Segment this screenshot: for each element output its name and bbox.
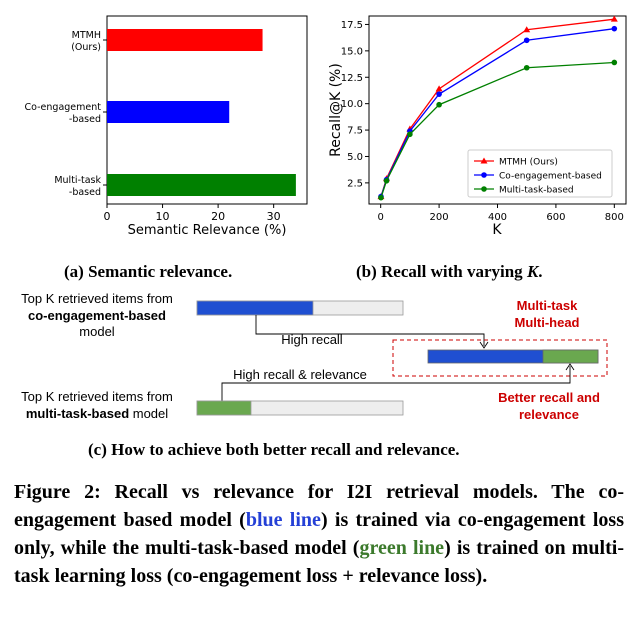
line-x-tick-label: 600 [546, 212, 565, 223]
bottom-label-line1: Top K retrieved items from [21, 389, 173, 404]
recall-relevance-diagram: Top K retrieved items from co-engagement… [21, 291, 608, 422]
data-point [435, 85, 443, 92]
line-x-axis-label: K [492, 222, 502, 238]
data-point [383, 177, 390, 184]
legend-marker [480, 157, 488, 164]
line-y-tick-label: 5.0 [347, 152, 363, 163]
legend-marker [481, 172, 487, 178]
better-label-line2: relevance [519, 407, 579, 422]
line-x-tick-label: 400 [488, 212, 507, 223]
data-point [523, 64, 530, 71]
co-engagement-recall-segment [196, 300, 314, 316]
top-label-line1: Top K retrieved items from [21, 291, 173, 306]
line-y-tick-label: 7.5 [347, 126, 363, 137]
bar-x-axis-label: Semantic Relevance (%) [128, 223, 287, 238]
data-point [523, 26, 531, 33]
data-point [611, 59, 618, 66]
subcaption-a: (a) Semantic relevance. [64, 262, 233, 281]
bottom-label-line2: multi-task-based model [26, 406, 168, 421]
data-point [523, 37, 530, 44]
mtmh-label-line2: Multi-head [515, 315, 580, 330]
legend-label: Multi-task-based [499, 186, 574, 196]
bar-category-label: MTMH (Ours) [71, 30, 101, 53]
mtmh-dashed-box [392, 339, 608, 377]
line-chart: 0 200 400 600 800 2.5 5.0 7.5 10.0 12.5 15.0 17.5 K… [328, 15, 627, 238]
data-point [610, 15, 618, 22]
top-label-line3: model [79, 324, 115, 339]
bar-category-label: Multi-task -based [54, 175, 101, 198]
data-point [436, 101, 442, 108]
bar-x-tick-label: 30 [267, 210, 281, 223]
line-x-tick-label: 200 [430, 212, 449, 223]
subcaption-b: (b) Recall with varying K. [356, 262, 543, 281]
legend-label: MTMH (Ours) [499, 158, 558, 168]
multi-task-relevance-segment [196, 400, 252, 416]
bar-x-tick-label: 10 [156, 210, 170, 223]
mtmh-relevance-segment [542, 349, 599, 364]
bar-chart: 0 10 20 30 MTMH (Ours) Co-engagement -based Mul… [25, 15, 308, 238]
data-point [611, 25, 618, 32]
data-point [407, 131, 413, 138]
legend-label: Co-engagement-based [499, 172, 602, 182]
mtmh-label-line1: Multi-task [517, 298, 578, 313]
figure-caption: Figure 2: Recall vs relevance for I2I re… [14, 481, 625, 587]
caption-green-line: green line [359, 537, 445, 559]
bar-x-tick-label: 0 [104, 210, 111, 223]
line-y-tick-label: 10.0 [341, 99, 363, 110]
bar [107, 29, 263, 51]
bar-category-label: Co-engagement -based [25, 102, 102, 125]
data-point [378, 194, 384, 201]
line-x-tick-label: 0 [377, 212, 383, 223]
high-recall-relevance-arrow [221, 366, 571, 401]
caption-blue-line: blue line [245, 509, 321, 531]
line-y-tick-label: 12.5 [341, 73, 363, 84]
data-point [436, 91, 442, 97]
better-label-line1: Better recall and [498, 390, 600, 405]
legend-marker [481, 186, 487, 192]
legend: MTMH (Ours) Co-engagement-based Multi-task… [467, 149, 613, 198]
line-y-tick-label: 17.5 [341, 20, 363, 31]
high-recall-relevance-label: High recall & relevance [233, 367, 367, 382]
line-x-tick-label: 800 [605, 212, 624, 223]
line-y-tick-label: 2.5 [347, 178, 363, 189]
subcaption-c: (c) How to achieve both better recall an… [88, 440, 460, 459]
bar [107, 174, 296, 196]
bar [107, 101, 230, 123]
bar-x-tick-label: 20 [211, 210, 225, 223]
line-y-tick-label: 15.0 [341, 46, 363, 57]
line-y-axis-label: Recall@K (%) [328, 63, 344, 157]
top-label-line2: co-engagement-based [28, 308, 166, 323]
series-line [380, 61, 615, 198]
high-recall-label: High recall [281, 332, 343, 347]
